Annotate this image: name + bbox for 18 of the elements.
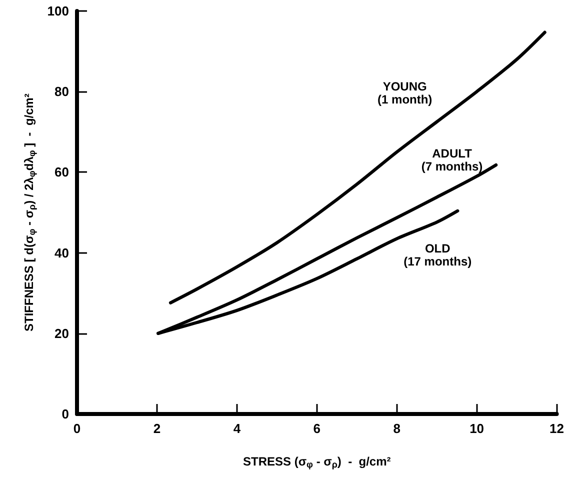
line-series [168, 30, 546, 304]
series-label: ADULT (7 months) [421, 146, 483, 174]
x-tick-label: 6 [313, 421, 320, 436]
x-tick-label: 0 [73, 421, 81, 436]
y-tick-label: 100 [47, 4, 69, 18]
x-tick-label: 10 [470, 421, 484, 436]
y-tick-label: 20 [54, 326, 69, 341]
y-tick-label: 0 [62, 406, 69, 422]
y-tick-label: 80 [54, 84, 69, 100]
x-tick-label: 8 [393, 421, 400, 436]
x-tick-label: 12 [550, 421, 564, 436]
series-label: OLD (17 months) [404, 242, 472, 269]
x-tick-label: 2 [153, 421, 161, 436]
y-tick-label: 60 [54, 164, 69, 180]
text: STIFFNESS [ d(σφ - σρ) / 2λφdλφ ] - g/cm² [22, 94, 37, 332]
series-label: YOUNG (1 month) [378, 79, 432, 106]
x-tick-label: 4 [233, 421, 242, 436]
y-tick-label: 40 [54, 245, 69, 260]
